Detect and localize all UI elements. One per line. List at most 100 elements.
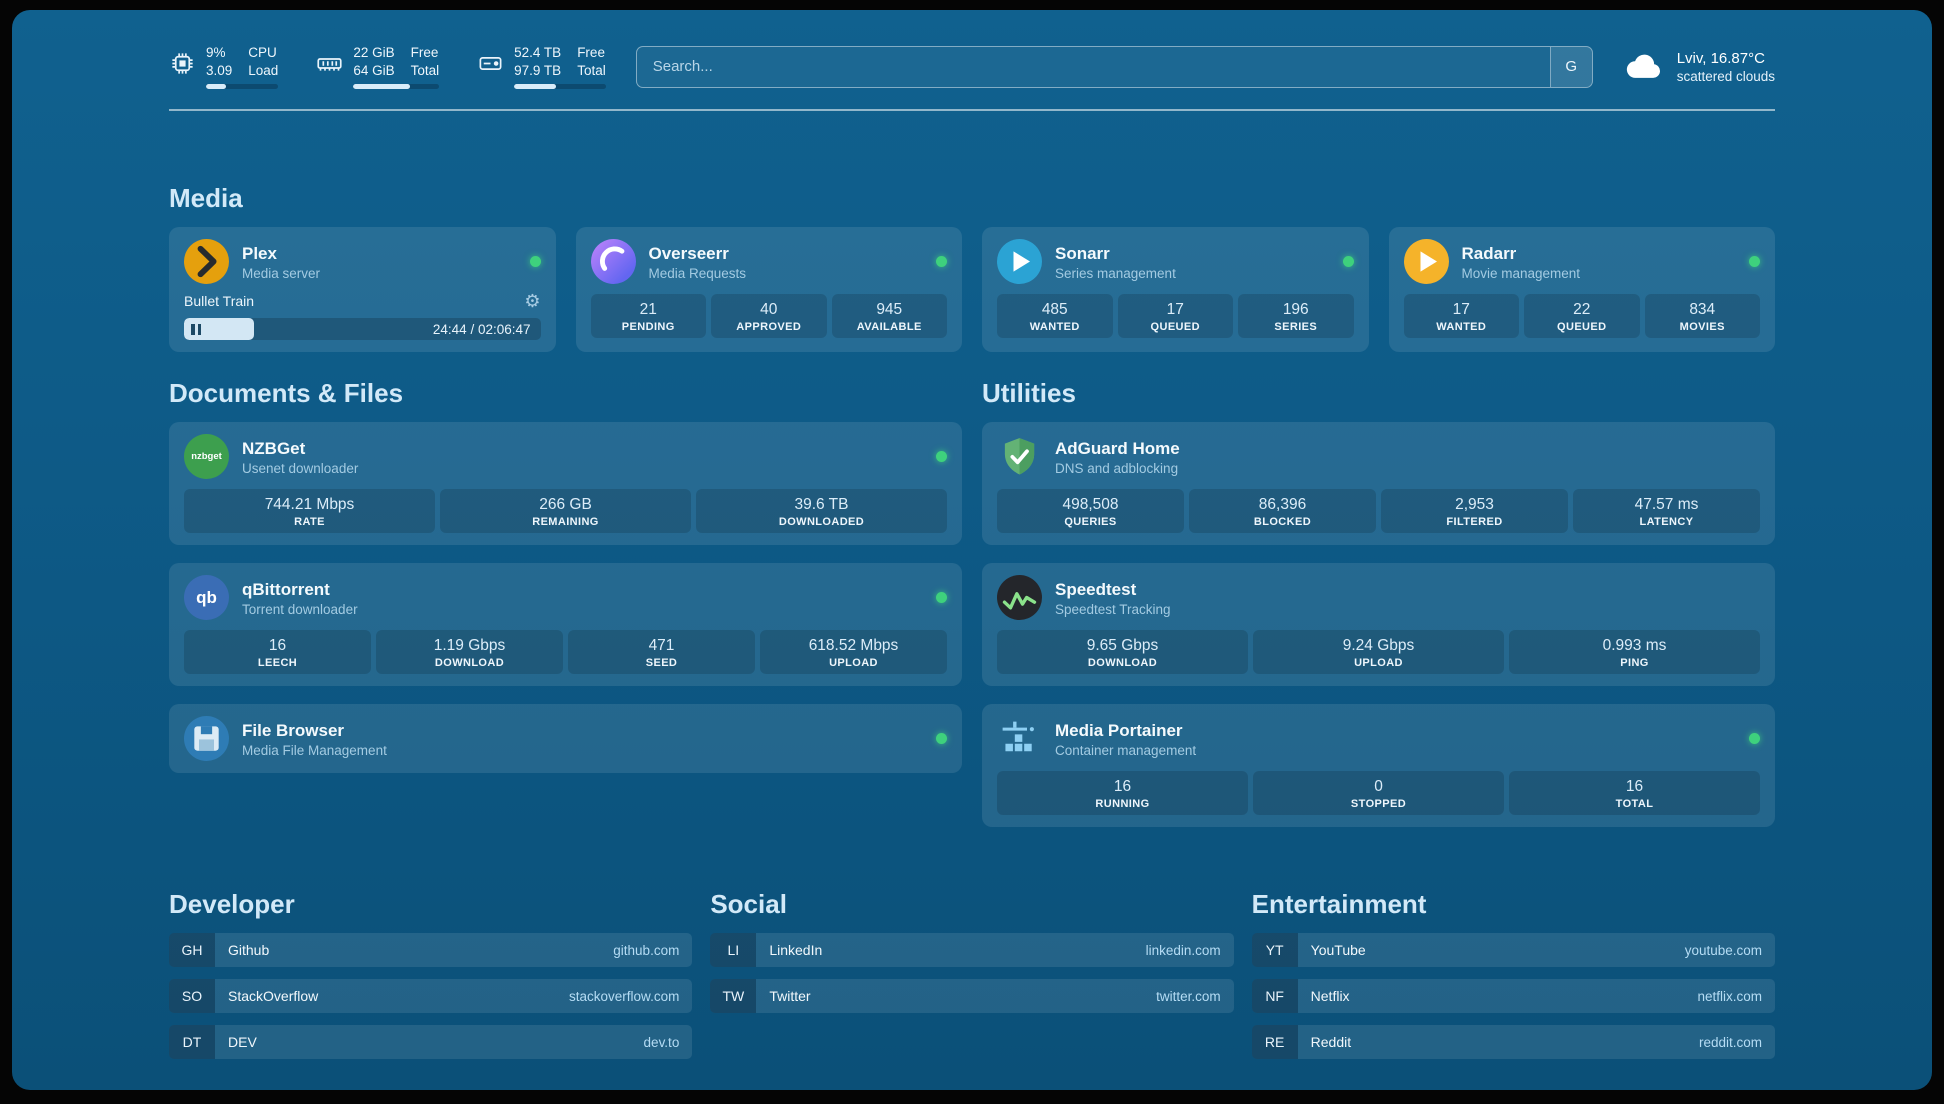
bookmark-url: twitter.com: [1156, 988, 1221, 1004]
search-engine-button[interactable]: G: [1549, 46, 1592, 87]
search-input[interactable]: [636, 46, 1550, 87]
cpu-usage-label: CPU: [248, 45, 277, 60]
service-card-overseerr[interactable]: Overseerr Media Requests 21 PENDING 40 APP…: [575, 227, 962, 352]
overseerr-icon: [590, 239, 636, 284]
portainer-crane-icon: [997, 716, 1042, 761]
filebrowser-icon: [184, 716, 229, 761]
memory-free-label: Free: [410, 45, 439, 60]
disk-total-value: 97.9 TB: [514, 63, 562, 78]
service-subtitle: Media File Management: [242, 742, 387, 758]
bookmark-abbr: RE: [1251, 1025, 1298, 1059]
stat-stopped: 0 STOPPED: [1253, 771, 1504, 815]
stat-upload: 618.52 Mbps UPLOAD: [760, 630, 947, 674]
service-name: File Browser: [242, 720, 345, 740]
cpu-usage-bar: [206, 84, 279, 89]
service-subtitle: DNS and adblocking: [1055, 460, 1179, 476]
service-name: Sonarr: [1055, 243, 1110, 263]
bookmark-url: reddit.com: [1698, 1034, 1762, 1050]
top-bar: 9% CPU 3.09 Load: [169, 44, 1775, 89]
stat-available: 945 AVAILABLE: [831, 294, 947, 338]
header-divider: [169, 109, 1775, 111]
service-card-qbittorrent[interactable]: qb qBittorrent Torrent downloader 16 LEEC…: [169, 563, 962, 686]
bookmark-youtube[interactable]: YT YouTube youtube.com: [1251, 933, 1775, 967]
service-name: Media Portainer: [1055, 720, 1183, 740]
disk-total-label: Total: [577, 63, 606, 78]
service-name: Radarr: [1461, 243, 1517, 263]
stat-total: 16 TOTAL: [1509, 771, 1760, 815]
gear-icon[interactable]: ⚙: [524, 291, 541, 311]
plex-icon: [184, 239, 229, 284]
bookmark-url: netflix.com: [1697, 988, 1762, 1004]
seek-bar[interactable]: 24:44 / 02:06:47: [184, 318, 541, 340]
bookmark-abbr: NF: [1251, 979, 1298, 1013]
service-name: Overseerr: [648, 243, 729, 263]
bookmark-stackoverflow[interactable]: SO StackOverflow stackoverflow.com: [169, 979, 693, 1013]
nzbget-icon: nzbget: [184, 434, 229, 479]
status-dot: [936, 592, 947, 603]
status-dot: [529, 256, 541, 267]
service-card-radarr[interactable]: Radarr Movie management 17 WANTED 22 QUEUE…: [1388, 227, 1775, 352]
stat-remaining: 266 GB REMAINING: [440, 489, 691, 533]
dashboard-window: 9% CPU 3.09 Load: [12, 10, 1932, 1090]
bookmark-dev-to[interactable]: DT DEV dev.to: [169, 1025, 693, 1059]
bookmark-github[interactable]: GH Github github.com: [169, 933, 693, 967]
radarr-icon: [1403, 239, 1449, 284]
stat-series: 196 SERIES: [1238, 294, 1354, 338]
bookmark-name: StackOverflow: [228, 988, 319, 1004]
status-dot: [936, 733, 947, 744]
stat-pending: 21 PENDING: [590, 294, 706, 338]
pause-button[interactable]: [191, 323, 201, 335]
seek-bar-fill: [184, 318, 254, 340]
service-card-speedtest[interactable]: Speedtest Speedtest Tracking 9.65 Gbps DO…: [982, 563, 1775, 686]
service-card-adguard[interactable]: AdGuard Home DNS and adblocking 498,508 Q…: [982, 422, 1775, 545]
bookmark-reddit[interactable]: RE Reddit reddit.com: [1251, 1025, 1775, 1059]
now-playing-title: Bullet Train: [184, 293, 255, 309]
bookmark-linkedin[interactable]: LI LinkedIn linkedin.com: [710, 933, 1234, 967]
service-subtitle: Series management: [1055, 265, 1176, 281]
service-subtitle: Speedtest Tracking: [1055, 601, 1171, 617]
service-subtitle: Movie management: [1461, 265, 1581, 281]
service-card-nzbget[interactable]: nzbget NZBGet Usenet downloader 744.21 M…: [169, 422, 962, 545]
status-dot: [1749, 733, 1760, 744]
status-dot: [936, 451, 947, 462]
service-subtitle: Usenet downloader: [242, 460, 359, 476]
memory-widget: 22 GiB Free 64 GiB Total: [316, 44, 440, 89]
bookmark-name: Github: [228, 942, 270, 958]
service-card-portainer[interactable]: Media Portainer Container management 16 R…: [982, 704, 1775, 827]
status-dot: [1749, 256, 1760, 267]
adguard-shield-icon: [997, 434, 1042, 479]
bookmark-abbr: TW: [710, 979, 757, 1013]
bookmark-netflix[interactable]: NF Netflix netflix.com: [1251, 979, 1775, 1013]
service-name: Plex: [242, 243, 277, 263]
service-name: qBittorrent: [242, 579, 330, 599]
section-heading-developer: Developer: [169, 889, 295, 919]
plex-now-playing: Bullet Train ⚙ 24:44 / 02:06:47: [184, 292, 541, 340]
disk-usage-bar: [514, 84, 606, 89]
stat-running: 16 RUNNING: [997, 771, 1248, 815]
stat-leech: 16 LEECH: [184, 630, 371, 674]
stat-rate: 744.21 Mbps RATE: [184, 489, 435, 533]
stat-ping: 0.993 ms PING: [1509, 630, 1760, 674]
bookmark-url: github.com: [613, 942, 680, 958]
stat-download: 9.65 Gbps DOWNLOAD: [997, 630, 1248, 674]
service-card-plex[interactable]: Plex Media server Bullet Train ⚙: [169, 227, 556, 352]
memory-free-value: 22 GiB: [353, 45, 395, 60]
service-card-sonarr[interactable]: Sonarr Series management 485 WANTED 17 QUE…: [982, 227, 1369, 352]
bookmark-abbr: SO: [169, 979, 215, 1013]
bookmark-name: LinkedIn: [769, 942, 823, 958]
bookmark-twitter[interactable]: TW Twitter twitter.com: [710, 979, 1234, 1013]
speedtest-icon: [997, 575, 1042, 620]
service-card-filebrowser[interactable]: File Browser Media File Management: [169, 704, 962, 773]
service-subtitle: Torrent downloader: [242, 601, 358, 617]
qbittorrent-icon: qb: [184, 575, 229, 620]
bookmark-url: stackoverflow.com: [569, 988, 680, 1004]
disk-free-label: Free: [577, 45, 605, 60]
stat-blocked: 86,396 BLOCKED: [1189, 489, 1376, 533]
bookmark-name: Reddit: [1310, 1034, 1352, 1050]
hard-disk-icon: [479, 57, 502, 70]
memory-total-label: Total: [410, 63, 440, 78]
section-heading-entertainment: Entertainment: [1251, 889, 1427, 919]
search-bar: G: [635, 45, 1593, 88]
playback-time: 24:44 / 02:06:47: [432, 321, 531, 337]
cpu-load-value: 3.09: [206, 63, 233, 78]
